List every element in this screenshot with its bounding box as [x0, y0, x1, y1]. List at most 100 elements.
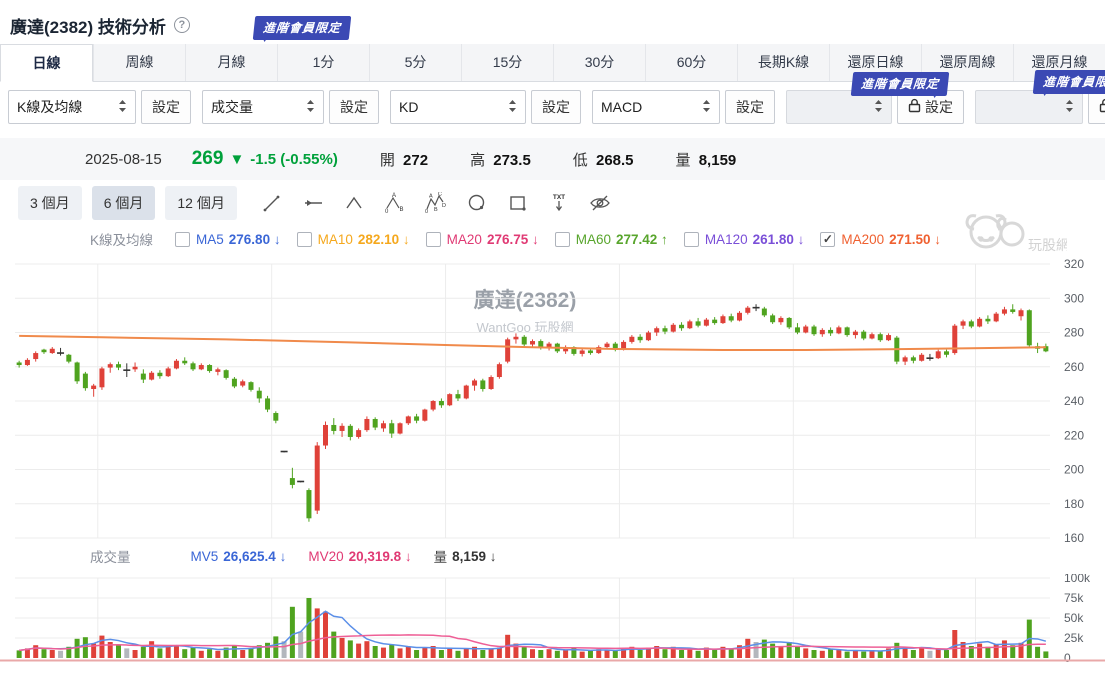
indicator-select-value: KD	[399, 99, 419, 115]
indicator-group: 設定	[975, 90, 1105, 124]
svg-text:260: 260	[1064, 360, 1084, 374]
main-candlestick-chart[interactable]: 320 300 280 260 240 220 200 180 160	[0, 252, 1105, 547]
tab-item[interactable]: 周線	[93, 44, 185, 81]
settings-button-label: 設定	[152, 99, 180, 115]
settings-button-label: 設定	[340, 99, 368, 115]
ma-legend-item[interactable]: MA10 282.10 ↓	[296, 231, 410, 247]
ma-value: 271.50 ↓	[889, 231, 941, 247]
checkbox-unchecked[interactable]	[296, 231, 312, 247]
ma-legend-item[interactable]: MA60 277.42 ↑	[554, 231, 668, 247]
svg-text:C: C	[438, 192, 442, 198]
updown-arrows-icon	[702, 99, 711, 116]
chart-region: 玩股網 廣達(2382) WantGoo 玩股網 320 300 280 260 240…	[0, 214, 1105, 669]
text-tool-icon[interactable]: TXT	[548, 192, 570, 214]
ma-value: 276.75 ↓	[486, 231, 539, 247]
tab-item[interactable]: 長期K線	[737, 44, 829, 81]
tab-item[interactable]: 月線	[185, 44, 277, 81]
settings-button[interactable]: 設定	[725, 90, 775, 124]
price-block: 269 ▼ -1.5 (-0.55%)	[192, 148, 338, 170]
ma-legend-item[interactable]: ✓ MA200 271.50 ↓	[820, 231, 941, 247]
angle-tool-icon[interactable]	[343, 192, 365, 214]
abc-pattern-tool-icon[interactable]: A 0 B	[384, 192, 406, 214]
help-icon[interactable]	[173, 17, 190, 33]
mv20-line	[19, 634, 1046, 652]
checkbox-unchecked[interactable]	[175, 231, 191, 247]
volume-pair: 量 8,159	[676, 149, 737, 170]
svg-text:220: 220	[1064, 428, 1084, 442]
svg-text:50k: 50k	[1064, 611, 1084, 625]
svg-text:B: B	[434, 207, 438, 213]
hide-drawings-tool-icon[interactable]	[589, 192, 611, 214]
ma-name: MA5	[196, 231, 224, 247]
mv-name: MV20	[308, 548, 344, 564]
high-label: 高	[470, 151, 486, 169]
updown-arrows-icon	[118, 99, 127, 116]
svg-text:0: 0	[385, 209, 389, 214]
period-buttons: 3 個月 6 個月 12 個月	[18, 186, 247, 220]
open-value: 272	[403, 151, 429, 169]
settings-button[interactable]: 設定	[531, 90, 581, 124]
settings-button[interactable]: 設定	[1088, 90, 1105, 124]
high-pair: 高 273.5	[470, 149, 531, 170]
tab-item[interactable]: 30分	[553, 44, 645, 81]
tab-item[interactable]: 5分	[369, 44, 461, 81]
svg-text:0: 0	[1064, 651, 1071, 665]
indicator-select[interactable]: 成交量	[202, 90, 324, 124]
low-label: 低	[572, 151, 588, 169]
checkbox-unchecked[interactable]	[554, 231, 570, 247]
ma-legend-item[interactable]: MA20 276.75 ↓	[425, 231, 539, 247]
volume-today: 量 8,159 ↓	[434, 546, 497, 566]
svg-text:75k: 75k	[1064, 591, 1084, 605]
svg-text:300: 300	[1064, 291, 1084, 305]
tab-item[interactable]: 60分	[645, 44, 737, 81]
horizontal-line-tool-icon[interactable]	[302, 192, 324, 214]
checkbox-unchecked[interactable]	[683, 231, 699, 247]
svg-text:100k: 100k	[1064, 574, 1091, 585]
trendline-tool-icon[interactable]	[261, 192, 283, 214]
circle-tool-icon[interactable]	[466, 192, 488, 214]
period-button[interactable]: 12 個月	[165, 186, 237, 220]
quote-bar: 2025-08-15 269 ▼ -1.5 (-0.55%) 開 272 高 2…	[0, 138, 1105, 180]
settings-button[interactable]: 設定	[141, 90, 191, 124]
indicator-select[interactable]: K線及均線	[8, 90, 136, 124]
svg-text:280: 280	[1064, 326, 1084, 340]
indicator-group: KD 設定	[390, 90, 581, 124]
updown-arrows-icon	[508, 99, 517, 116]
indicator-select[interactable]: KD	[390, 90, 526, 124]
indicator-select[interactable]: MACD	[592, 90, 720, 124]
last-price: 269	[191, 148, 224, 169]
ma-legend-item[interactable]: MA120 261.80 ↓	[683, 231, 804, 247]
volume-bars	[16, 598, 1049, 658]
svg-text:0: 0	[425, 209, 428, 214]
checkbox-checked[interactable]: ✓	[820, 231, 836, 247]
volume-chart[interactable]: 100k 75k 50k 25k 0	[0, 574, 1105, 669]
svg-text:25k: 25k	[1064, 631, 1084, 645]
period-button[interactable]: 6 個月	[91, 186, 156, 220]
wantgoo-bull-logo-watermark: 玩股網	[962, 208, 1070, 265]
rectangle-tool-icon[interactable]	[507, 192, 529, 214]
ma-legend-item[interactable]: MA5 276.80 ↓	[175, 231, 281, 247]
price-change-arrow: ▼	[229, 151, 245, 168]
tab-item[interactable]: 日線	[0, 44, 93, 82]
checkbox-unchecked[interactable]	[425, 231, 441, 247]
vip-badge: 進階會員限定	[1032, 70, 1105, 94]
open-label: 開	[379, 151, 395, 169]
indicator-select[interactable]	[975, 90, 1083, 124]
tab-item[interactable]: 15分	[461, 44, 553, 81]
low-pair: 低 268.5	[573, 149, 634, 170]
page-title: 廣達(2382) 技術分析	[10, 17, 166, 37]
mv-value: 26,625.4 ↓	[223, 548, 287, 564]
quote-date: 2025-08-15	[85, 150, 162, 168]
vip-badge: 進階會員限定	[850, 72, 950, 96]
period-button[interactable]: 3 個月	[18, 186, 82, 220]
svg-text:200: 200	[1064, 463, 1084, 477]
tab-item[interactable]: 1分	[277, 44, 369, 81]
settings-button[interactable]: 設定	[329, 90, 379, 124]
svg-text:240: 240	[1064, 394, 1084, 408]
svg-text:TXT: TXT	[553, 194, 565, 201]
drawing-tools: A 0 B A C 0 B D TXT	[261, 192, 611, 214]
ma200-line	[19, 334, 1046, 351]
volume-today-label: 量	[433, 550, 448, 565]
